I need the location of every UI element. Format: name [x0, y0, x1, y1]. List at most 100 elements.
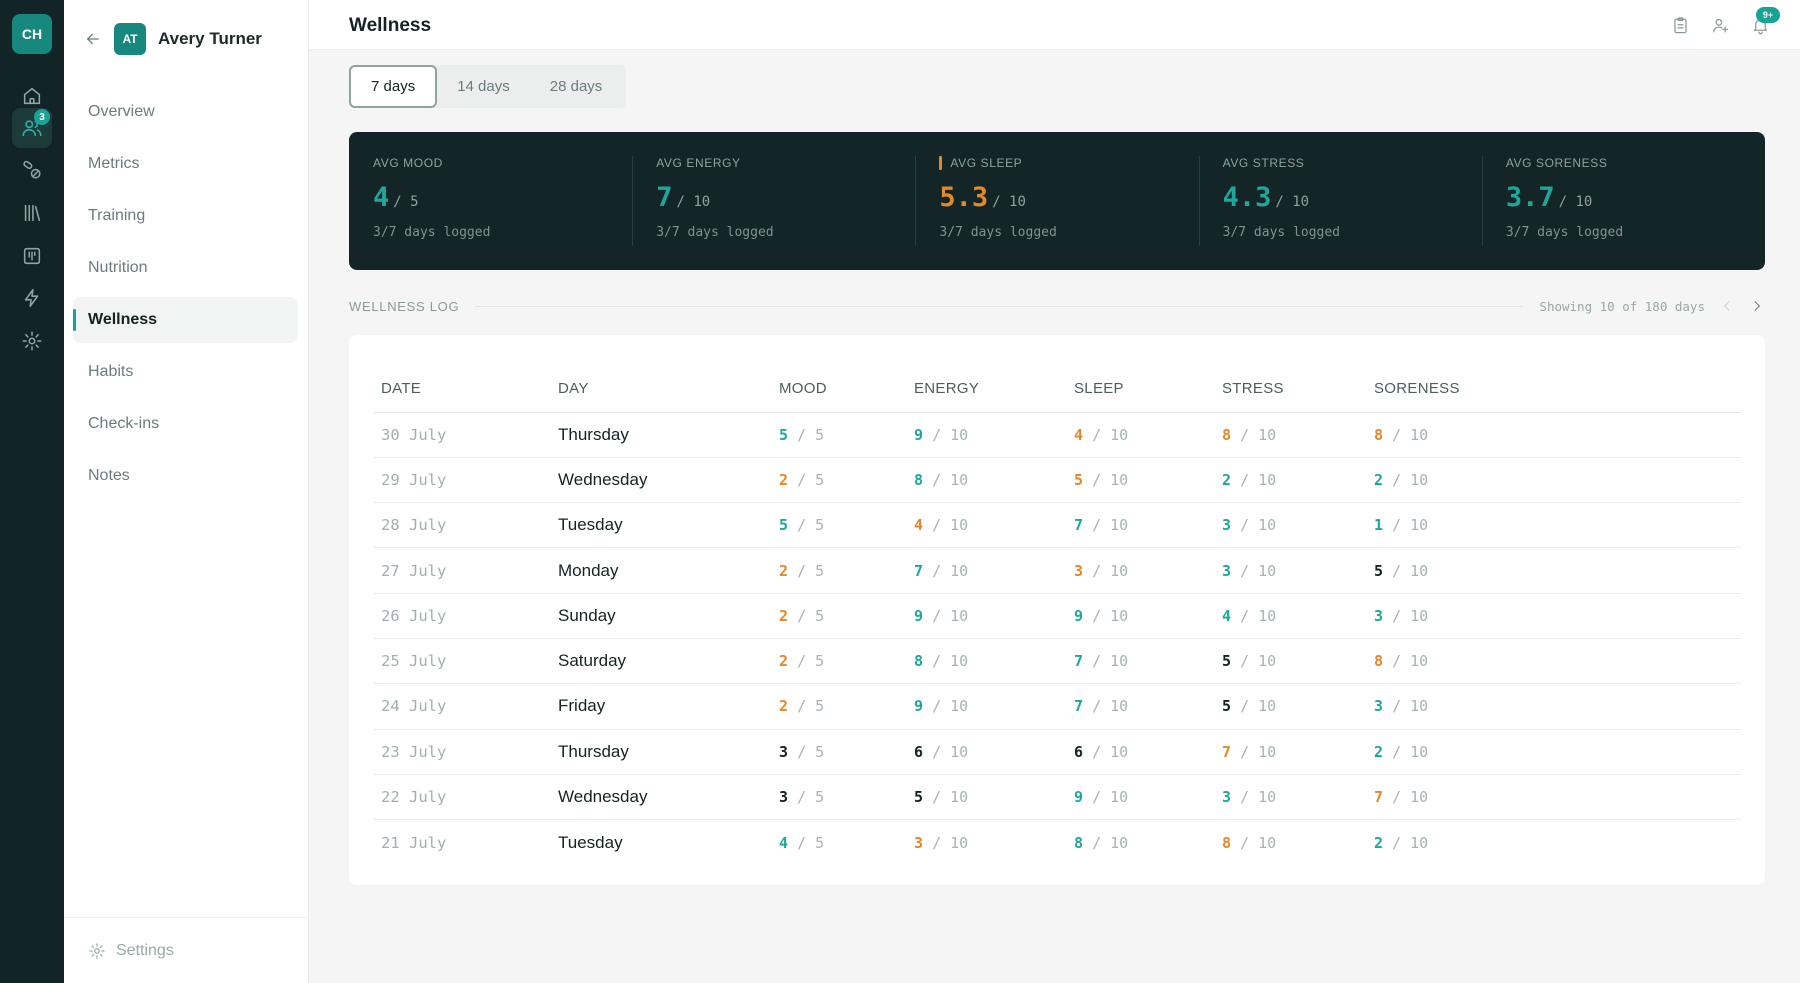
wellness-log-card: DATE DAY MOOD ENERGY SLEEP STRESS SORENE… — [349, 335, 1765, 885]
column-header-day[interactable]: DAY — [550, 365, 771, 413]
home-nav-button[interactable] — [12, 76, 52, 116]
wellness-log-header: WELLNESS LOG Showing 10 of 180 days — [349, 296, 1765, 316]
clipboard-icon — [1673, 16, 1687, 33]
tab-14-days[interactable]: 14 days — [457, 78, 510, 95]
nav-item-overview[interactable]: Overview — [88, 103, 155, 120]
column-header-date[interactable]: DATE — [373, 365, 550, 413]
cell-mood: 3 / 5 — [771, 729, 906, 775]
score-denominator: / 5 — [797, 697, 825, 716]
cell-sleep: 8 / 10 — [1066, 820, 1214, 865]
score-denominator: / 10 — [1240, 516, 1277, 535]
notifications-button[interactable]: 9+ — [1748, 7, 1780, 37]
client-name: Avery Turner — [158, 29, 262, 48]
app-logo[interactable]: CH — [12, 14, 52, 54]
clipboard-button[interactable] — [1668, 13, 1692, 37]
mood-score: 2 — [779, 470, 789, 489]
stat-avg-sleep: AVG SLEEP 5.3/ 10 3/7 days logged — [915, 132, 1198, 270]
nav-item-training[interactable]: Training — [88, 207, 146, 224]
cell-soreness: 8 / 10 — [1366, 412, 1741, 458]
gear-icon — [89, 942, 105, 959]
next-page-button[interactable] — [1749, 298, 1765, 314]
stat-days-logged: 3/7 days logged — [1222, 225, 1341, 240]
cell-mood: 4 / 5 — [771, 820, 906, 865]
sleep-score: 8 — [1074, 833, 1084, 852]
tab-28-days[interactable]: 28 days — [549, 78, 603, 95]
column-header-soreness[interactable]: SORENESS — [1366, 365, 1741, 413]
nav-item-nutrition[interactable]: Nutrition — [88, 259, 148, 276]
clients-nav-button[interactable]: 3 — [12, 108, 52, 148]
nav-item-wellness[interactable]: Wellness — [73, 297, 298, 343]
settings-nav-button[interactable] — [12, 321, 52, 361]
sidebar-settings-link[interactable]: Settings — [64, 917, 309, 983]
cell-stress: 5 / 10 — [1214, 683, 1366, 730]
score-denominator: / 10 — [1392, 697, 1429, 716]
score-denominator: / 10 — [1392, 606, 1429, 625]
cell-energy: 6 / 10 — [906, 729, 1066, 775]
stat-label: AVG MOOD — [373, 156, 443, 170]
cell-energy: 7 / 10 — [906, 547, 1066, 594]
library-icon — [24, 204, 41, 222]
score-denominator: / 10 — [1392, 788, 1429, 807]
mood-score: 2 — [779, 606, 789, 625]
supplements-nav-button[interactable] — [12, 150, 52, 190]
tab-7-days[interactable]: 7 days — [349, 65, 438, 108]
column-header-sleep[interactable]: SLEEP — [1066, 365, 1214, 413]
warning-flag-icon — [939, 156, 943, 170]
back-button[interactable] — [84, 30, 102, 48]
stat-value: 4.3 — [1222, 182, 1272, 213]
library-nav-button[interactable] — [12, 193, 52, 233]
soreness-score: 5 — [1374, 561, 1384, 580]
nav-item-notes[interactable]: Notes — [88, 467, 130, 484]
column-header-energy[interactable]: ENERGY — [906, 365, 1066, 413]
sleep-score: 4 — [1074, 425, 1084, 444]
cell-sleep: 9 / 10 — [1066, 593, 1214, 639]
stat-value: 3.7 — [1505, 182, 1555, 213]
stat-value: 4 — [373, 182, 390, 213]
mood-score: 2 — [779, 652, 789, 671]
score-denominator: / 10 — [932, 788, 969, 807]
board-icon — [23, 247, 41, 265]
score-denominator: / 10 — [1092, 697, 1129, 716]
cell-stress: 4 / 10 — [1214, 593, 1366, 639]
stress-score: 4 — [1222, 606, 1232, 625]
score-denominator: / 5 — [797, 742, 825, 761]
column-header-stress[interactable]: STRESS — [1214, 365, 1366, 413]
mood-score: 3 — [779, 788, 789, 807]
score-denominator: / 10 — [1392, 742, 1429, 761]
board-nav-button[interactable] — [12, 236, 52, 276]
add-user-button[interactable] — [1708, 13, 1732, 37]
automations-nav-button[interactable] — [12, 278, 52, 318]
cell-day: Thursday — [550, 729, 771, 775]
stress-score: 5 — [1222, 652, 1232, 671]
cell-mood: 2 / 5 — [771, 638, 906, 685]
cell-soreness: 2 / 10 — [1366, 729, 1741, 775]
score-denominator: / 5 — [797, 606, 825, 625]
mood-score: 5 — [779, 425, 789, 444]
nav-item-metrics[interactable]: Metrics — [88, 155, 140, 172]
nav-item-check-ins[interactable]: Check-ins — [88, 415, 160, 432]
gear-icon — [22, 331, 42, 351]
stat-label: AVG SORENESS — [1505, 156, 1608, 170]
cell-soreness: 8 / 10 — [1366, 638, 1741, 685]
cell-energy: 9 / 10 — [906, 593, 1066, 639]
stress-score: 5 — [1222, 697, 1232, 716]
mood-score: 2 — [779, 697, 789, 716]
score-denominator: / 5 — [797, 561, 825, 580]
previous-page-button[interactable] — [1719, 298, 1735, 314]
score-denominator: / 10 — [1092, 516, 1129, 535]
score-denominator: / 10 — [932, 425, 969, 444]
nav-item-habits[interactable]: Habits — [88, 363, 134, 380]
cell-day: Wednesday — [550, 457, 771, 504]
column-header-mood[interactable]: MOOD — [771, 365, 906, 413]
score-denominator: / 10 — [1240, 833, 1277, 852]
